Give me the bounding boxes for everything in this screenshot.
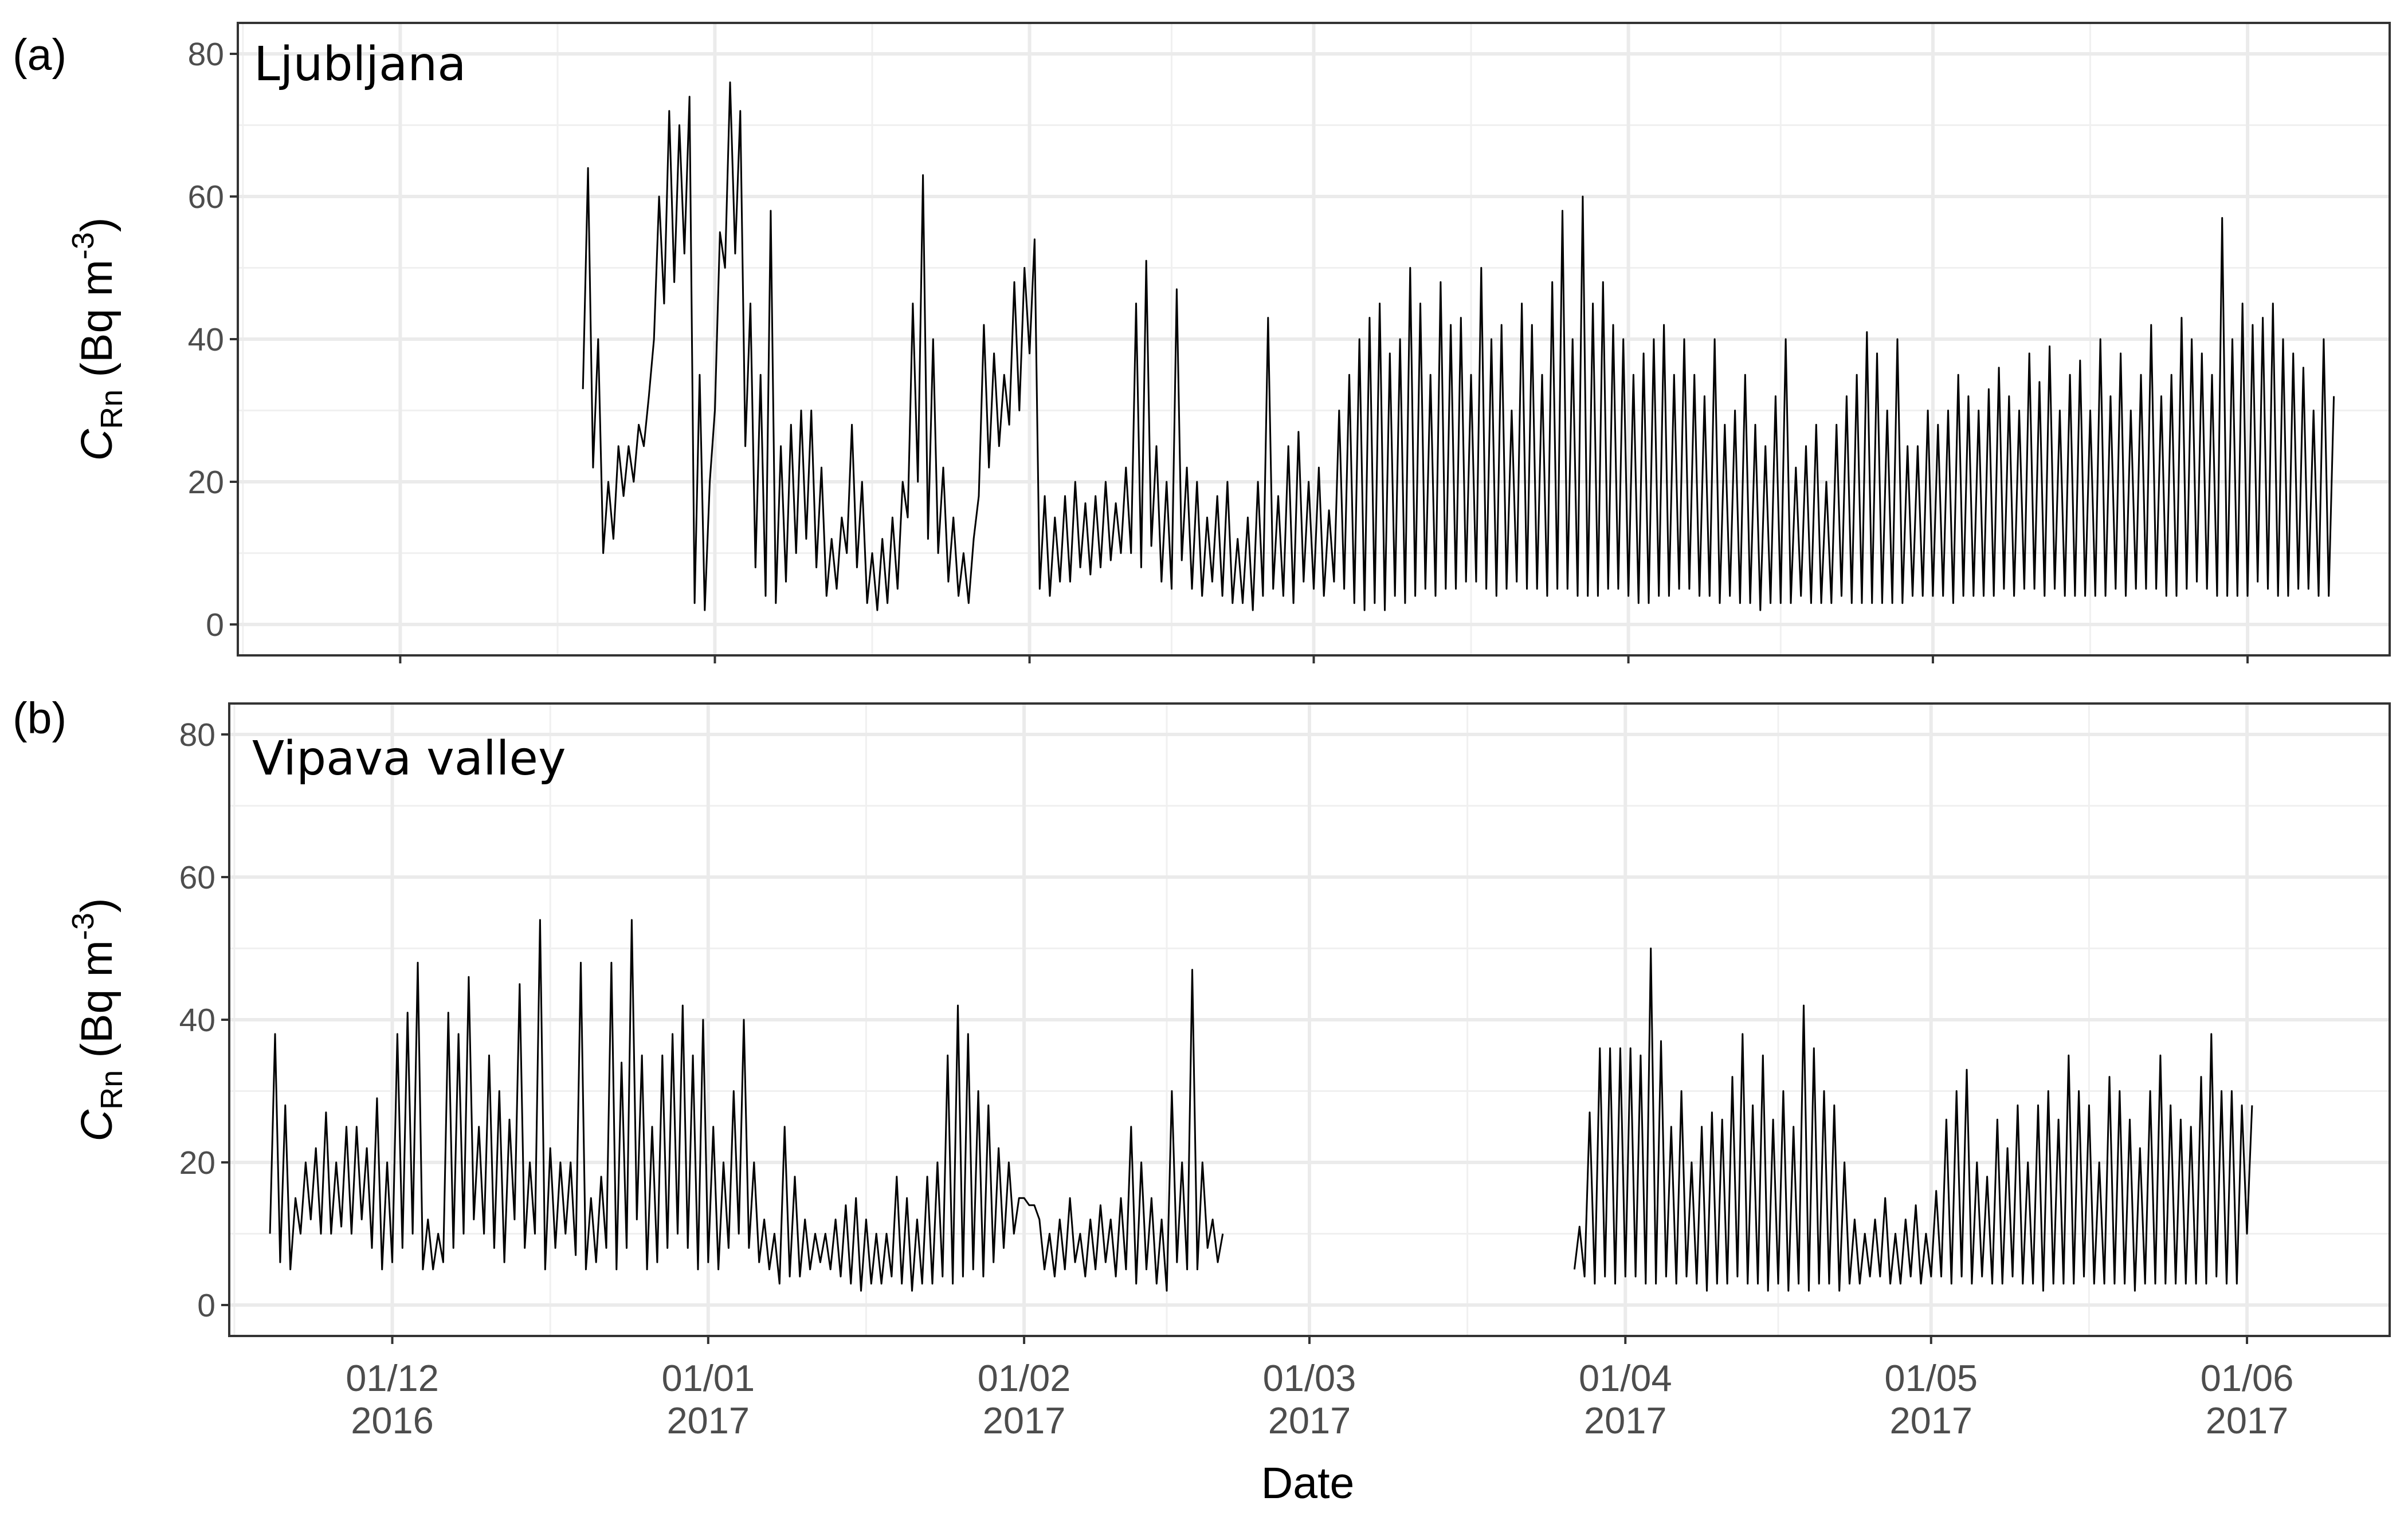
y-tick-label: 0: [197, 1287, 215, 1324]
panel-ljubljana: 0 20 40 60 80 (a) Ljubljana CRn (Bq m-3): [13, 22, 2391, 663]
x-tick-label: 01/02 2017: [978, 1357, 1071, 1441]
y-tick-label: 40: [179, 1002, 215, 1039]
panel-title: Ljubljana: [254, 37, 466, 92]
y-tick-label: 20: [179, 1145, 215, 1181]
x-axis-date-labels: 01/12 2016 01/01 2017 01/02 2017 01/03 2017 01/0…: [346, 1357, 2293, 1441]
y-axis-title: CRn (Bq m-3): [66, 217, 129, 461]
panel-tag: (a): [13, 30, 66, 80]
y-tick-label: 0: [206, 607, 224, 643]
y-axis: 0 20 40 60 80: [188, 36, 238, 643]
panel-tag: (b): [13, 694, 66, 743]
x-tick-label: 01/03 2017: [1263, 1357, 1356, 1441]
y-tick-label: 60: [188, 179, 224, 215]
x-tick-label: 01/12 2016: [346, 1357, 439, 1441]
x-tick-label: 01/04 2017: [1579, 1357, 1672, 1441]
x-tick-label: 01/01 2017: [661, 1357, 755, 1441]
x-tick-label: 01/05 2017: [1884, 1357, 1978, 1441]
series-line-1: [582, 81, 2335, 611]
y-tick-label: 40: [188, 321, 224, 358]
y-tick-label: 80: [188, 36, 224, 73]
x-axis-title: Date: [1261, 1459, 1355, 1508]
panel-title: Vipava valley: [252, 732, 566, 786]
major-gridlines: [229, 704, 2390, 1336]
x-axis-ticks: [391, 1336, 2249, 1344]
series-line-2: [1573, 948, 2253, 1292]
x-tick-label: 01/06 2017: [2201, 1357, 2294, 1441]
y-axis: 0 20 40 60 80: [179, 717, 229, 1324]
series-line-1: [269, 919, 1224, 1292]
y-tick-label: 60: [179, 859, 215, 896]
x-axis-ticks: [399, 655, 2249, 663]
y-tick-label: 20: [188, 464, 224, 501]
panel-vipava-valley: 0 20 40 60 80 (b) Vipava valley CRn (Bq m-3): [13, 694, 2391, 1344]
radon-series: [582, 81, 2335, 611]
y-axis-title: CRn (Bq m-3): [66, 898, 129, 1141]
y-tick-label: 80: [179, 717, 215, 753]
radon-series: [269, 919, 2253, 1292]
